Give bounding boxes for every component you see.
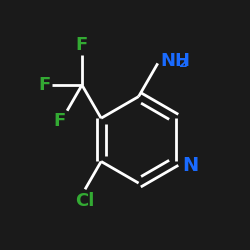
Text: Cl: Cl: [75, 192, 95, 210]
Text: NH: NH: [161, 52, 191, 70]
Text: N: N: [182, 156, 198, 175]
Text: F: F: [76, 36, 88, 54]
Text: F: F: [54, 112, 66, 130]
Text: F: F: [38, 76, 50, 94]
Text: 2: 2: [178, 57, 187, 70]
